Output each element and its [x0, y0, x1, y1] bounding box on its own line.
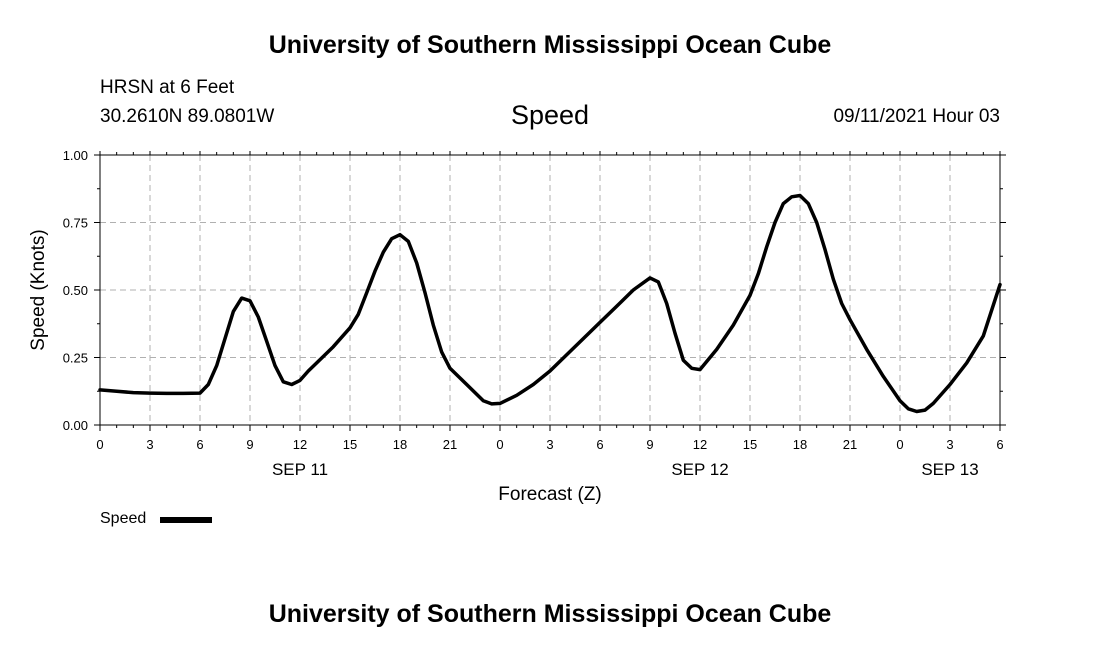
x-tick-label: 3 — [946, 437, 953, 452]
day-label: SEP 12 — [671, 460, 728, 479]
x-tick-label: 6 — [196, 437, 203, 452]
legend-label: Speed — [100, 510, 147, 527]
x-tick-label: 3 — [146, 437, 153, 452]
day-label: SEP 13 — [921, 460, 978, 479]
chart-footer-title: University of Southern Mississippi Ocean… — [268, 600, 832, 628]
x-tick-label: 21 — [443, 437, 457, 452]
x-tick-label: 15 — [743, 437, 757, 452]
x-tick-label: 0 — [896, 437, 903, 452]
coordinates-label: 30.2610N 89.0801W — [100, 106, 275, 127]
x-tick-label: 9 — [246, 437, 253, 452]
forecast-datetime: 09/11/2021 Hour 03 — [833, 106, 1000, 127]
x-tick-label: 18 — [793, 437, 807, 452]
y-tick-label: 0.75 — [63, 216, 88, 231]
x-tick-label: 18 — [393, 437, 407, 452]
x-tick-label: 6 — [596, 437, 603, 452]
x-axis-label: Forecast (Z) — [498, 484, 601, 505]
chart-header-title: University of Southern Mississippi Ocean… — [268, 31, 832, 59]
x-tick-label: 12 — [293, 437, 307, 452]
chart-variable-title: Speed — [510, 100, 590, 130]
y-tick-label: 0.50 — [63, 283, 88, 298]
y-tick-label: 0.00 — [63, 418, 88, 433]
series-line-speed — [98, 193, 1002, 414]
x-tick-label: 6 — [996, 437, 1003, 452]
x-tick-label: 0 — [496, 437, 503, 452]
y-axis-label: Speed (Knots) — [28, 229, 49, 350]
legend-swatch — [160, 517, 212, 523]
x-tick-label: 15 — [343, 437, 357, 452]
station-label: HRSN at 6 Feet — [100, 77, 235, 98]
y-tick-label: 0.25 — [63, 351, 88, 366]
y-tick-label: 1.00 — [63, 148, 88, 163]
x-tick-label: 12 — [693, 437, 707, 452]
day-label: SEP 11 — [272, 460, 328, 479]
x-tick-label: 3 — [546, 437, 553, 452]
x-tick-label: 9 — [646, 437, 653, 452]
x-tick-label: 0 — [96, 437, 103, 452]
x-tick-label: 21 — [843, 437, 857, 452]
